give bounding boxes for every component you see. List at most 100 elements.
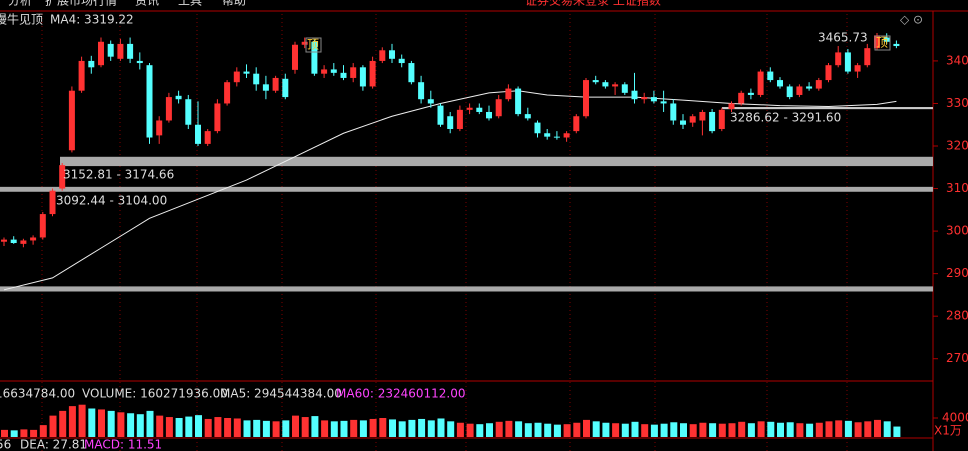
menu-bar: 分析 扩展市场行情 资讯 工具 帮助 [8, 0, 246, 8]
volume-bar [621, 423, 629, 437]
candle-body [146, 65, 153, 138]
candle-body [214, 103, 221, 132]
candle-body [204, 131, 211, 144]
indicator: MA4: 3319.22 [50, 13, 134, 27]
volume-bar [631, 421, 639, 437]
candle-body [786, 86, 793, 98]
volume-header: VOLUME: 160271936.00 [82, 387, 228, 401]
candle-body [330, 69, 337, 73]
candle-body [806, 86, 813, 89]
volume-bar [515, 421, 523, 437]
volume-bar [505, 420, 513, 437]
volume-bar [874, 419, 881, 437]
candle-body [524, 114, 531, 119]
candle-body [670, 103, 677, 121]
candle-body [486, 111, 492, 119]
icons[interactable]: ◇ ⊙ [900, 13, 923, 27]
candle-body [796, 86, 803, 95]
volume-bar [495, 421, 503, 437]
volume-bar [88, 408, 96, 437]
candle-body [321, 69, 328, 74]
volume-bar [893, 426, 901, 437]
volume-bar [757, 421, 765, 437]
volume-bar [1, 429, 8, 437]
volume-bar [359, 420, 367, 437]
candle-body [379, 50, 386, 61]
candle-body [408, 63, 415, 83]
y-tick-label: 3300 [946, 96, 968, 110]
candle-body [835, 52, 842, 66]
volume-bar [204, 418, 212, 437]
volume-bar [825, 421, 833, 437]
menu-item[interactable]: 资讯 [135, 0, 159, 8]
tag-box [305, 37, 322, 53]
candle-body [515, 88, 522, 115]
candle-body [854, 65, 861, 72]
y-tick-label: 3400 [946, 53, 968, 67]
volume-bar [786, 422, 794, 437]
candle-body [883, 37, 890, 42]
tag-box [874, 35, 891, 51]
menu-item[interactable]: 帮助 [222, 0, 246, 8]
volume-bar [389, 419, 396, 437]
volume-bar [262, 420, 270, 437]
candle-body [233, 71, 240, 83]
volume-bar [777, 422, 784, 437]
y-tick-label: 3200 [946, 139, 968, 153]
volume-bar [709, 423, 717, 437]
volume-bar [330, 421, 338, 437]
candle-body [78, 60, 85, 91]
volume-bar [738, 421, 746, 437]
high-label: 3465.73 [818, 31, 868, 45]
volume-header: MA60: 232460112.00 [336, 387, 466, 401]
volume-bar [136, 414, 144, 437]
volume-header: MA5: 294544384.00 [220, 387, 342, 401]
volume-bar [195, 415, 202, 437]
volume-bar [883, 421, 891, 437]
volume-bar [350, 419, 358, 437]
volume-bar [156, 415, 164, 437]
volume-bar [427, 420, 435, 437]
candle-body [136, 60, 143, 64]
candle-body [350, 67, 357, 78]
menu-item[interactable]: 扩展市场行情 [45, 0, 117, 8]
menu-item[interactable]: 工具 [178, 0, 202, 8]
volume-bar [563, 424, 571, 437]
volume-bar [806, 423, 814, 437]
volume-bar [486, 423, 493, 437]
volume-bar [379, 418, 387, 437]
volume-tick-label: 4000 [942, 411, 968, 425]
volume-bar [699, 422, 707, 437]
macd-header: DEA: 27.81 [20, 438, 87, 451]
candle-body [777, 80, 783, 87]
candle-body [456, 109, 463, 129]
volume-bar [767, 421, 775, 437]
candle-body [447, 116, 454, 129]
volume-bar [796, 423, 804, 437]
candle-body [185, 99, 192, 125]
candle-body [650, 97, 657, 102]
candle-body [340, 72, 347, 78]
candle-body [825, 65, 832, 81]
volume-bar [292, 415, 299, 437]
candle-body [253, 73, 260, 85]
candle-body [282, 78, 289, 98]
candle-body [592, 80, 599, 83]
candle-body [127, 43, 134, 59]
menu-item[interactable]: 分析 [8, 0, 32, 8]
volume-bar [592, 421, 600, 437]
chart-title: 慢牛见顶 [0, 12, 43, 27]
candle-body [815, 80, 822, 89]
candle-body [301, 41, 308, 45]
candle-body [767, 71, 774, 81]
volume-bar [39, 425, 47, 437]
support-zone [0, 286, 933, 292]
volume-bar [243, 420, 251, 437]
candle-body [68, 90, 75, 151]
volume-bar [98, 409, 105, 437]
candle-body [563, 133, 570, 138]
candle-body [262, 84, 269, 91]
volume-bar [447, 421, 455, 437]
volume-bar [670, 422, 678, 437]
